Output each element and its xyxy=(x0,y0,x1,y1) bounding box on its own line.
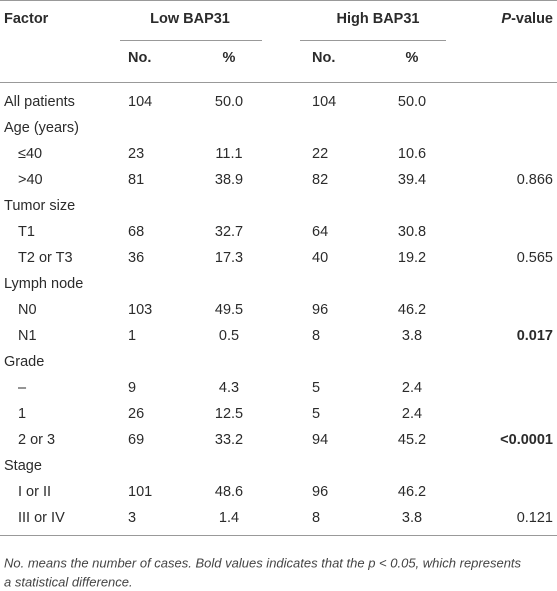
low-pct: 49.5 xyxy=(215,302,243,318)
header-factor: Factor xyxy=(4,11,49,27)
low-no: 104 xyxy=(128,94,152,110)
factor: All patients xyxy=(4,94,75,110)
factor: I or II xyxy=(18,484,51,500)
factor: Grade xyxy=(4,354,44,370)
high-pct: 2.4 xyxy=(402,380,422,396)
header-p: P-value xyxy=(501,11,553,27)
header-p-letter: P xyxy=(501,11,511,27)
p-value: 0.121 xyxy=(517,510,553,526)
low-pct: 4.3 xyxy=(219,380,239,396)
low-no: 69 xyxy=(128,432,144,448)
low-pct: 48.6 xyxy=(215,484,243,500)
high-pct: 19.2 xyxy=(398,250,426,266)
low-no: 36 xyxy=(128,250,144,266)
high-no: 96 xyxy=(312,484,328,500)
p-value: 0.017 xyxy=(517,328,553,344)
factor: ≤40 xyxy=(18,146,42,162)
high-no: 96 xyxy=(312,302,328,318)
high-pct: 10.6 xyxy=(398,146,426,162)
low-pct: 32.7 xyxy=(215,224,243,240)
factor: T1 xyxy=(18,224,35,240)
factor: Stage xyxy=(4,458,42,474)
high-pct: 3.8 xyxy=(402,328,422,344)
factor: Age (years) xyxy=(4,120,79,136)
p-value: 0.866 xyxy=(517,172,553,188)
high-no: 40 xyxy=(312,250,328,266)
low-no: 23 xyxy=(128,146,144,162)
footnote: a statistical difference. xyxy=(4,574,133,589)
factor: T2 or T3 xyxy=(18,250,73,266)
high-pct: 45.2 xyxy=(398,432,426,448)
low-no: 3 xyxy=(128,510,136,526)
low-no: 9 xyxy=(128,380,136,396)
high-pct: 39.4 xyxy=(398,172,426,188)
high-no: 8 xyxy=(312,328,320,344)
high-no: 104 xyxy=(312,94,336,110)
high-no: 8 xyxy=(312,510,320,526)
factor: 2 or 3 xyxy=(18,432,55,448)
header-p-suffix: -value xyxy=(511,11,553,27)
factor: – xyxy=(18,380,27,396)
low-pct: 17.3 xyxy=(215,250,243,266)
low-pct: 50.0 xyxy=(215,94,243,110)
high-pct: 30.8 xyxy=(398,224,426,240)
low-no: 26 xyxy=(128,406,144,422)
factor: 1 xyxy=(18,406,26,422)
high-pct: 46.2 xyxy=(398,302,426,318)
low-no: 1 xyxy=(128,328,136,344)
header-pct: % xyxy=(406,50,419,66)
header-no: No. xyxy=(312,50,335,66)
factor: Lymph node xyxy=(4,276,83,292)
low-pct: 12.5 xyxy=(215,406,243,422)
high-no: 82 xyxy=(312,172,328,188)
footnote: No. means the number of cases. Bold valu… xyxy=(4,555,522,570)
high-no: 22 xyxy=(312,146,328,162)
low-no: 68 xyxy=(128,224,144,240)
header-low: Low BAP31 xyxy=(150,11,230,27)
factor: N0 xyxy=(18,302,37,318)
factor: III or IV xyxy=(18,510,65,526)
high-no: 5 xyxy=(312,380,320,396)
low-pct: 11.1 xyxy=(215,146,242,162)
low-pct: 38.9 xyxy=(215,172,243,188)
low-no: 101 xyxy=(128,484,152,500)
p-value: 0.565 xyxy=(517,250,553,266)
p-value: <0.0001 xyxy=(500,432,553,448)
factor: >40 xyxy=(18,172,43,188)
header-pct: % xyxy=(223,50,236,66)
high-no: 5 xyxy=(312,406,320,422)
low-pct: 33.2 xyxy=(215,432,243,448)
high-no: 94 xyxy=(312,432,328,448)
high-pct: 50.0 xyxy=(398,94,426,110)
low-pct: 1.4 xyxy=(219,510,239,526)
factor: Tumor size xyxy=(4,198,75,214)
high-pct: 46.2 xyxy=(398,484,426,500)
low-no: 103 xyxy=(128,302,152,318)
high-no: 64 xyxy=(312,224,328,240)
header-no: No. xyxy=(128,50,151,66)
factor: N1 xyxy=(18,328,37,344)
high-pct: 2.4 xyxy=(402,406,422,422)
low-pct: 0.5 xyxy=(219,328,239,344)
header-high: High BAP31 xyxy=(337,11,420,27)
low-no: 81 xyxy=(128,172,144,188)
high-pct: 3.8 xyxy=(402,510,422,526)
